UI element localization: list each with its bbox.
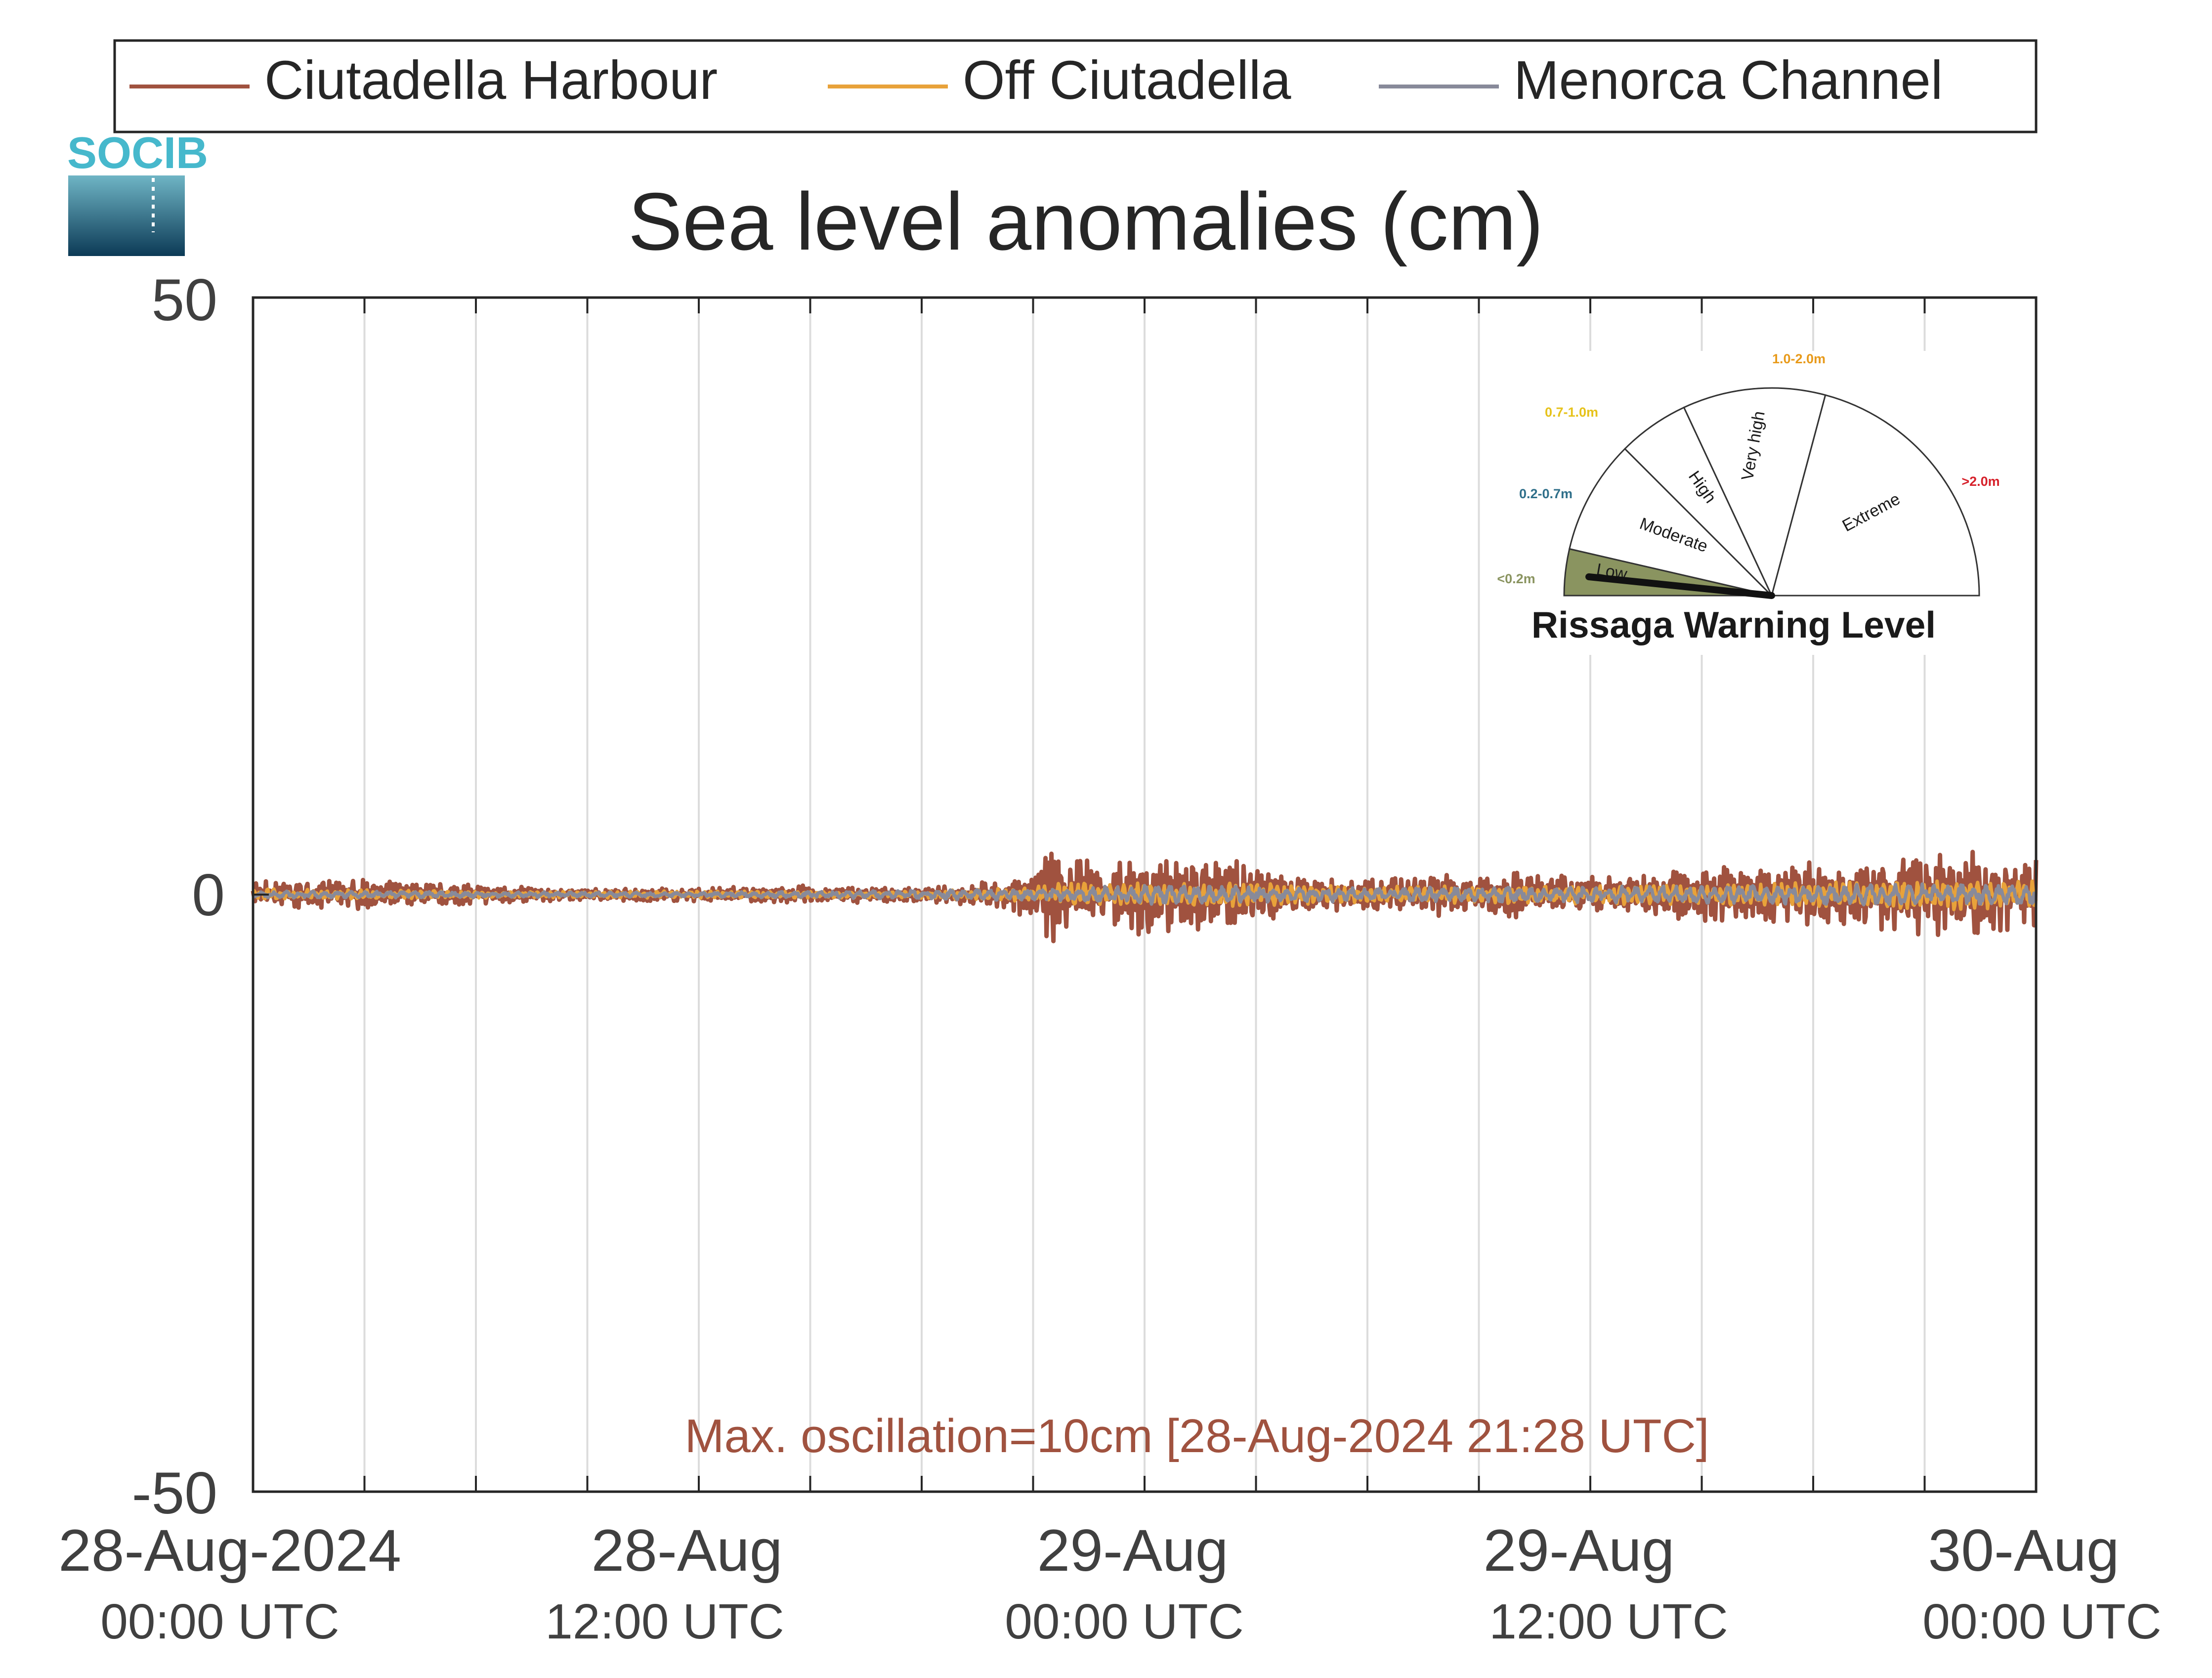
legend-label-ciutadella-harbour: Ciutadella Harbour [264,50,718,111]
gauge-range-label: 1.0-2.0m [1772,351,1826,366]
logo-text: SOCIB [67,129,208,178]
legend: Ciutadella Harbour Off Ciutadella Menorc… [113,39,2038,133]
x-tick-time-24: 00:00 UTC [1005,1594,1244,1649]
gauge-range-label: 0.2-0.7m [1519,486,1573,501]
legend-label-menorca-channel: Menorca Channel [1514,50,1943,111]
x-tick-date-12: 28-Aug [592,1517,783,1584]
chart-title: Sea level anomalies (cm) [628,176,1543,267]
series-line-menorca-channel [252,882,2038,906]
plot-area [251,296,2039,1493]
tick-marks [252,297,2037,1493]
gauge-range-label: >2.0m [1961,474,1999,489]
y-tick-label-minus-50: -50 [132,1460,217,1526]
x-tick-date-36: 29-Aug [1484,1517,1675,1584]
gauge-sector-high [1623,406,1773,597]
legend-label-off-ciutadella: Off Ciutadella [963,50,1291,111]
x-tick-time-36: 12:00 UTC [1489,1594,1728,1649]
logo-wave-block [68,175,185,256]
x-tick-time-12: 12:00 UTC [545,1594,784,1649]
legend-frame [113,39,2038,133]
gauge-range-label: <0.2m [1497,571,1535,586]
x-tick-time-0: 00:00 UTC [100,1594,340,1649]
x-tick-date-24: 29-Aug [1037,1517,1229,1584]
x-tick-time-48: 00:00 UTC [1922,1594,2162,1649]
socib-logo: SOCIB [67,129,208,256]
y-tick-label-0: 0 [192,862,225,928]
gauge-range-label: 0.7-1.0m [1545,405,1598,420]
x-tick-date-48: 30-Aug [1928,1517,2120,1584]
gauge-sector-extreme [1771,394,1980,597]
gauge-sector-very-high [1683,387,1827,598]
gauge-needle [1585,573,1775,599]
x-tick-date-0: 28-Aug-2024 [58,1517,401,1584]
gauge-title: Rissaga Warning Level [1531,604,1936,645]
gauge-sector-moderate [1569,447,1774,597]
series-line-ciutadella-harbour [251,850,2039,944]
series-layer [251,850,2039,944]
max-oscillation-annotation: Max. oscillation=10cm [28-Aug-2024 21:28… [684,1410,1709,1463]
y-tick-label-50: 50 [152,267,217,333]
